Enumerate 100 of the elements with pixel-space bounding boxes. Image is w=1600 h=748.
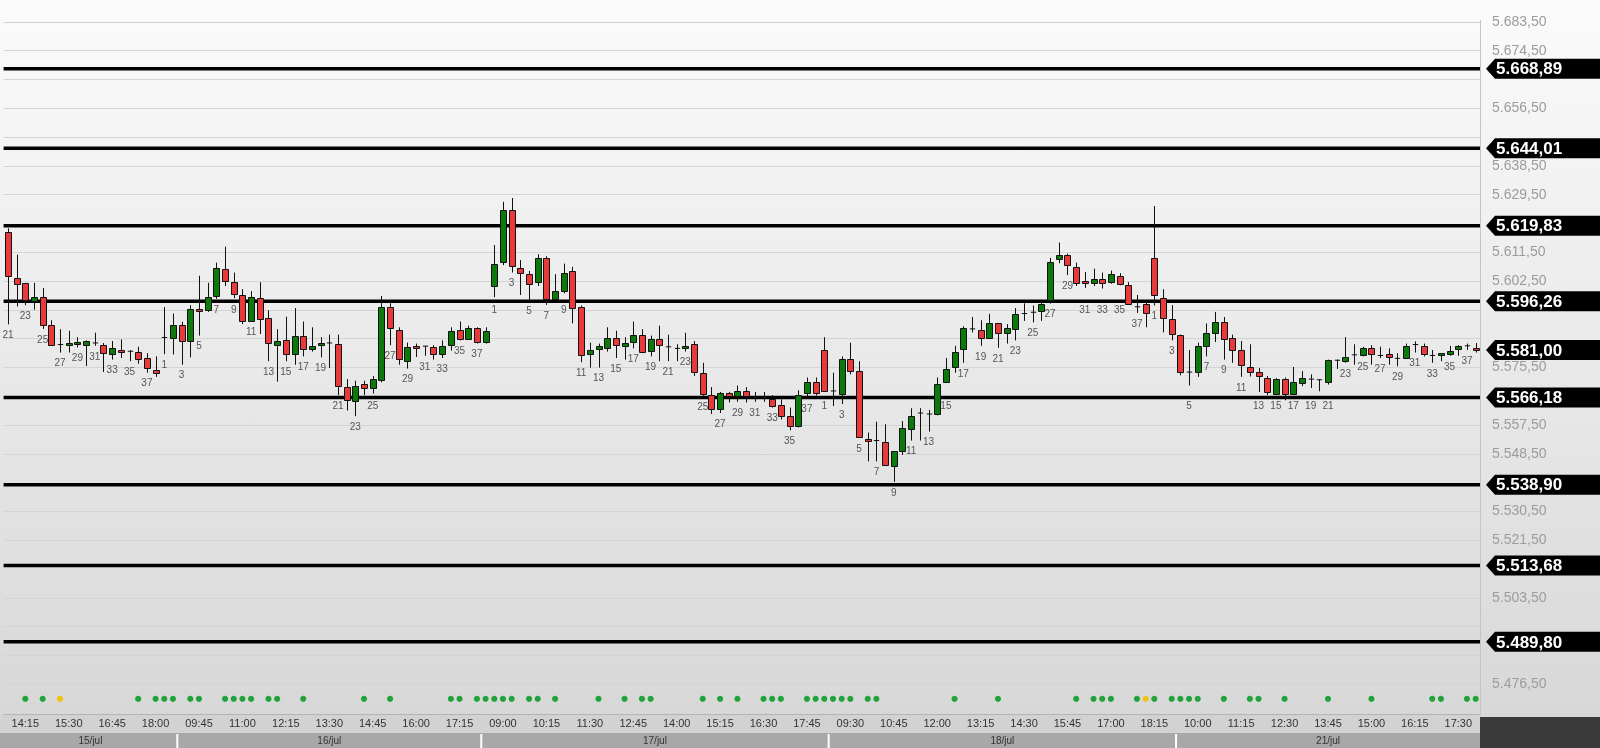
text: 5 <box>1186 400 1192 412</box>
y-tick-label: 5.602,50 <box>1492 272 1547 289</box>
text: 27 <box>384 349 396 361</box>
text: 35 <box>123 365 136 377</box>
x-tick-label: 09:00 <box>489 717 517 730</box>
text: 11 <box>905 445 917 457</box>
text: 1 <box>1151 310 1158 322</box>
text: 29 <box>1061 279 1074 291</box>
text: 19 <box>645 361 657 373</box>
text: 23 <box>1009 345 1021 357</box>
x-tick-label: 10:00 <box>1183 717 1212 730</box>
text: 9 <box>230 303 237 315</box>
text: 31 <box>749 406 761 418</box>
y-tick-label: 5.503,50 <box>1492 588 1547 605</box>
text: 21 <box>1322 400 1334 412</box>
y-tick-label: 5.557,50 <box>1492 416 1547 433</box>
text: 23 <box>679 356 691 368</box>
ref-line-label: 5.668,89 <box>1496 59 1563 79</box>
text: 29 <box>731 406 744 418</box>
text: 13 <box>922 436 935 448</box>
text: 9 <box>1221 364 1227 376</box>
ref-line-label: 5.644,01 <box>1496 139 1563 159</box>
x-tick-label: 09:30 <box>836 717 865 730</box>
text: 5 <box>526 304 532 316</box>
text: 17 <box>1287 400 1299 412</box>
text: 9 <box>560 303 567 315</box>
text: 23 <box>1339 367 1351 379</box>
text: 17 <box>627 353 639 365</box>
text: 5 <box>856 442 862 454</box>
x-tick-label: 14:00 <box>662 717 691 730</box>
text: 35 <box>453 345 466 357</box>
text: 17 <box>297 361 309 373</box>
x-tick-label: 16:30 <box>749 717 778 730</box>
text: 7 <box>213 303 220 315</box>
text: 33 <box>436 362 448 374</box>
text: 19 <box>975 350 987 362</box>
text: 21 <box>2 329 14 341</box>
y-tick-label: 5.476,50 <box>1492 675 1547 692</box>
x-tick-label: 15:30 <box>54 717 83 730</box>
x-tick-label: 10:45 <box>880 717 908 730</box>
text: 19 <box>1305 400 1317 412</box>
x-tick-label: 15:15 <box>706 717 734 730</box>
text: 13 <box>592 372 605 384</box>
text: 16/jul <box>317 734 342 746</box>
text: 27 <box>714 417 726 429</box>
text: 11 <box>1235 381 1247 393</box>
x-tick-label: 14:45 <box>358 717 387 730</box>
text: 3 <box>508 277 515 289</box>
y-tick-label: 5.683,50 <box>1492 12 1547 29</box>
text: 21 <box>992 352 1004 364</box>
x-tick-label: 12:30 <box>1270 717 1299 730</box>
text: 37 <box>471 348 483 360</box>
x-tick-label: 16:15 <box>1401 717 1429 730</box>
text: 21/jul <box>1316 734 1340 746</box>
text: 1 <box>491 303 498 315</box>
text: 25 <box>1027 327 1039 339</box>
y-tick-label: 5.530,50 <box>1492 502 1547 519</box>
text: 5.581,00 <box>1496 340 1563 360</box>
x-tick-label: 12:45 <box>619 717 648 730</box>
text: 11 <box>245 325 257 337</box>
text: 37 <box>141 377 153 389</box>
x-tick-label: 16:00 <box>402 717 430 730</box>
x-tick-label: 14:30 <box>1010 717 1038 730</box>
x-tick-label: 14:15 <box>11 717 40 730</box>
text: 37 <box>1131 317 1143 329</box>
text: 25 <box>37 333 49 345</box>
text: 1 <box>161 358 168 370</box>
text: 23 <box>349 420 361 432</box>
ref-line-label: 5.596,26 <box>1496 291 1563 311</box>
x-tick-label: 17:00 <box>1097 717 1125 730</box>
text: 13 <box>262 365 275 377</box>
y-tick-label: 5.521,50 <box>1492 531 1547 548</box>
text: 15 <box>610 362 622 374</box>
text: 25 <box>697 400 709 412</box>
text: 21 <box>662 365 674 377</box>
text: 35 <box>1444 360 1456 372</box>
text: 21 <box>332 400 344 412</box>
x-tick-label: 13:15 <box>966 717 995 730</box>
ref-line-label: 5.619,83 <box>1496 216 1563 236</box>
y-tick-label: 5.674,50 <box>1492 41 1547 58</box>
text: 25 <box>1357 361 1369 373</box>
text: 27 <box>1374 362 1386 374</box>
y-tick-label: 5.611,50 <box>1492 243 1546 260</box>
text: 31 <box>419 360 431 372</box>
x-tick-label: 18:00 <box>141 717 170 730</box>
text: 7 <box>543 309 550 321</box>
text: 13 <box>1252 400 1265 412</box>
text: 19 <box>315 362 327 374</box>
text: 31 <box>1079 303 1091 315</box>
x-tick-label: 11:15 <box>1227 717 1255 730</box>
x-tick-label: 17:45 <box>793 717 821 730</box>
x-tick-label: 17:15 <box>445 717 474 730</box>
x-tick-label: 12:00 <box>923 717 951 730</box>
y-tick-label: 5.548,50 <box>1492 444 1547 461</box>
x-tick-label: 11:00 <box>229 717 256 730</box>
text: 29 <box>1391 371 1404 383</box>
x-tick-label: 15:45 <box>1053 717 1082 730</box>
text: 23 <box>19 309 31 321</box>
text: 11 <box>575 366 587 378</box>
y-tick-label: 5.656,50 <box>1492 99 1547 116</box>
